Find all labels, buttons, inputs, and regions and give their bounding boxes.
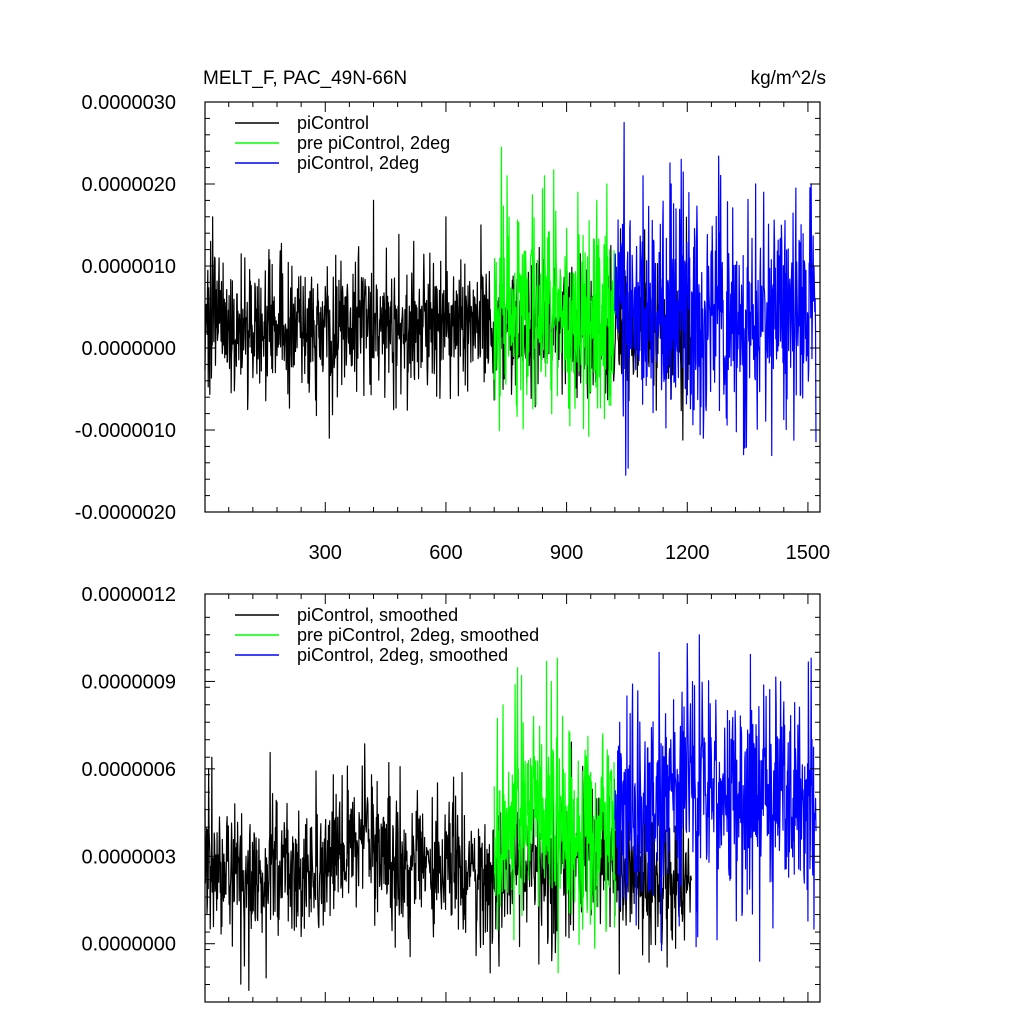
top-panel: MELT_F, PAC_49N-66N kg/m^2/s 300 600 900 12… — [75, 68, 830, 564]
y-tick-label: 0.0000003 — [81, 846, 176, 868]
legend-label: pre piControl, 2deg, smoothed — [297, 625, 539, 645]
x-tick-label: 600 — [429, 542, 462, 564]
series-line-3 — [614, 121, 817, 476]
plot-frame — [204, 101, 821, 513]
top-axes: 300 600 900 1200 1500 -0.0000020 -0.0000010 0.0… — [75, 92, 830, 564]
bottom-series-lines — [204, 634, 817, 991]
legend-label: piControl, smoothed — [297, 605, 458, 625]
y-tick-label: 0.0000006 — [81, 759, 176, 781]
units-label: kg/m^2/s — [751, 68, 826, 89]
y-tick-label: 0.0000000 — [81, 934, 176, 956]
bottom-axes: 0.0000000 0.0000003 0.0000006 0.0000009 0.00… — [81, 584, 821, 1003]
legend-label: piControl, 2deg, smoothed — [297, 645, 508, 665]
series-line-2 — [493, 657, 616, 974]
y-tick-label: 0.0000010 — [81, 256, 176, 278]
x-tick-label: 900 — [550, 542, 583, 564]
y-tick-label: 0.0000000 — [81, 338, 176, 360]
bottom-panel: 0.0000000 0.0000003 0.0000006 0.0000009 0.00… — [81, 584, 821, 1003]
legend-label: piControl — [297, 113, 369, 133]
x-tick-label: 1500 — [786, 542, 831, 564]
legend-label: pre piControl, 2deg — [297, 133, 450, 153]
y-tick-label: -0.0000010 — [75, 420, 176, 442]
x-tick-label: 300 — [309, 542, 342, 564]
chart-title: MELT_F, PAC_49N-66N — [203, 68, 407, 89]
series-line-1 — [204, 741, 692, 991]
y-tick-label: 0.0000012 — [81, 584, 176, 606]
series-line-3 — [614, 634, 817, 962]
y-tick-label: 0.0000009 — [81, 671, 176, 693]
y-tick-label: 0.0000020 — [81, 174, 176, 196]
top-series-lines — [204, 121, 817, 476]
y-tick-label: 0.0000030 — [81, 92, 176, 114]
legend-label: piControl, 2deg — [297, 153, 419, 173]
x-tick-label: 1200 — [665, 542, 710, 564]
y-tick-label: -0.0000020 — [75, 502, 176, 524]
plot-frame — [204, 593, 821, 1003]
series-line-2 — [493, 146, 616, 437]
